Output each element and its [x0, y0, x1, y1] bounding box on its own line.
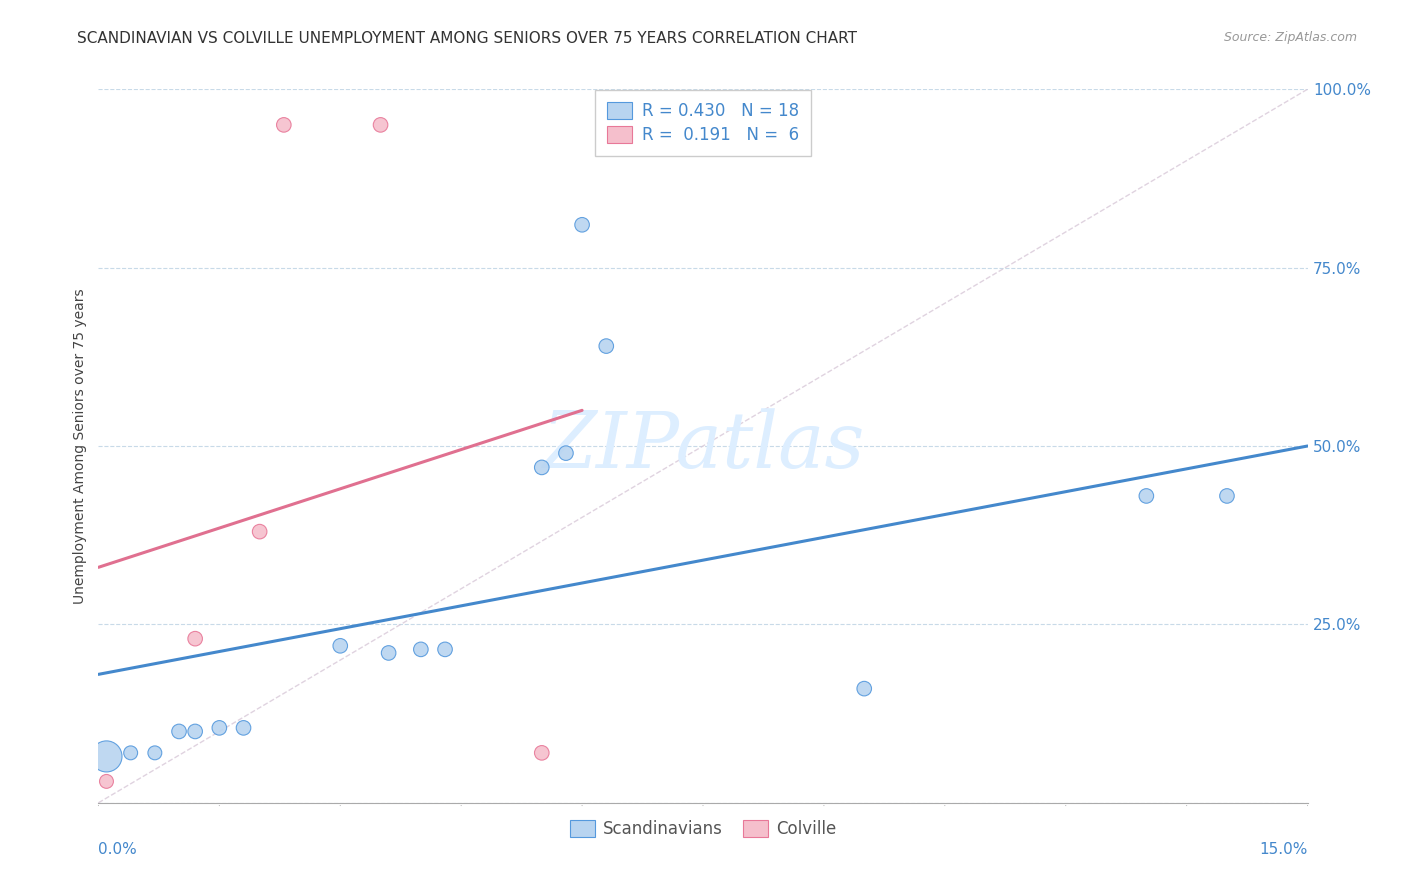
Point [249, 524, 271, 539]
Y-axis label: Unemployment Among Seniors over 75 years: Unemployment Among Seniors over 75 years [73, 288, 87, 604]
Point [434, 642, 457, 657]
Text: Source: ZipAtlas.com: Source: ZipAtlas.com [1223, 31, 1357, 45]
Point [1135, 489, 1157, 503]
Point [530, 460, 553, 475]
Text: SCANDINAVIAN VS COLVILLE UNEMPLOYMENT AMONG SENIORS OVER 75 YEARS CORRELATION CH: SCANDINAVIAN VS COLVILLE UNEMPLOYMENT AM… [77, 31, 858, 46]
Point [555, 446, 578, 460]
Point [409, 642, 432, 657]
Point [167, 724, 190, 739]
Point [853, 681, 876, 696]
Point [232, 721, 254, 735]
Point [208, 721, 231, 735]
Point [184, 724, 207, 739]
Point [571, 218, 593, 232]
Legend: Scandinavians, Colville: Scandinavians, Colville [562, 813, 844, 845]
Point [96, 749, 118, 764]
Point [120, 746, 142, 760]
Point [595, 339, 617, 353]
Point [329, 639, 352, 653]
Point [377, 646, 399, 660]
Point [370, 118, 392, 132]
Point [273, 118, 295, 132]
Point [143, 746, 166, 760]
Point [1216, 489, 1239, 503]
Point [530, 746, 553, 760]
Text: 15.0%: 15.0% [1260, 842, 1308, 856]
Text: 0.0%: 0.0% [98, 842, 138, 856]
Point [96, 774, 118, 789]
Text: ZIPatlas: ZIPatlas [541, 408, 865, 484]
Point [184, 632, 207, 646]
